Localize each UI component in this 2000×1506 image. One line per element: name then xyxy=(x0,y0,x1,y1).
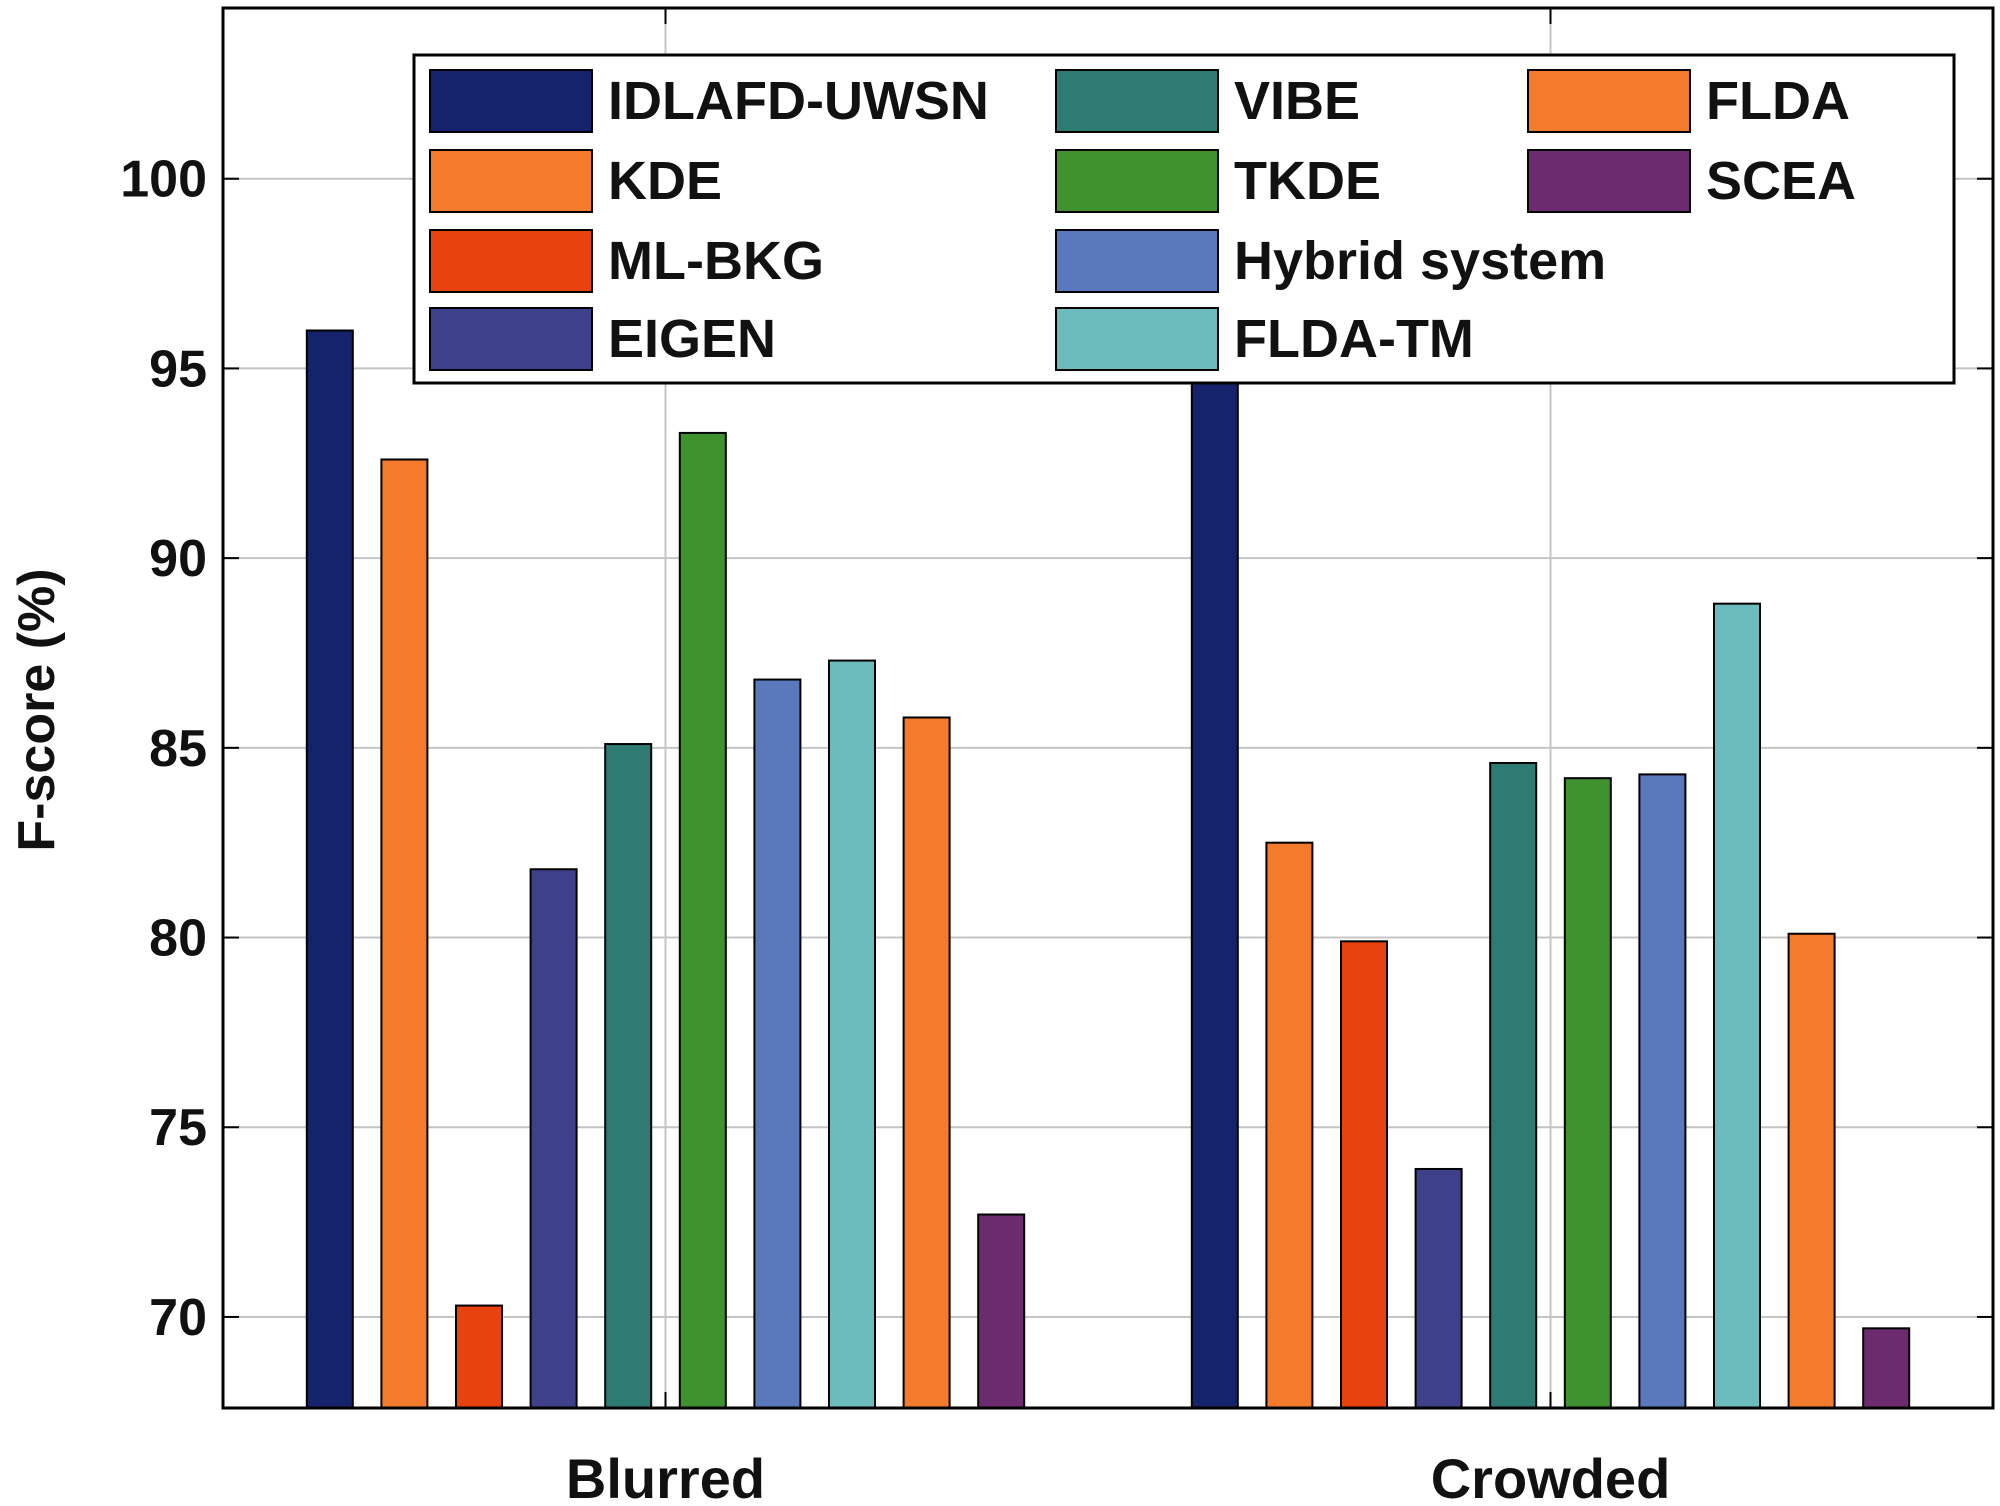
bar-flda-tm-crowded xyxy=(1713,602,1761,1409)
bar-hybrid-system-crowded xyxy=(1638,773,1687,1409)
legend-swatch-kde xyxy=(429,149,593,213)
legend-swatch-vibe xyxy=(1055,69,1219,133)
legend-label-vibe: VIBE xyxy=(1234,71,1360,131)
bar-vibe-crowded xyxy=(1489,762,1538,1409)
x-tick-labels: Blurred Crowded xyxy=(566,1447,1670,1506)
bar-eigen-crowded xyxy=(1414,1167,1463,1409)
y-axis-label: F-score (%) xyxy=(8,568,66,851)
legend-label-scea: SCEA xyxy=(1706,151,1856,211)
legend-label-idlafd-uwsn: IDLAFD-UWSN xyxy=(608,71,989,131)
y-tick-label: 80 xyxy=(149,910,207,968)
legend-label-eigen: EIGEN xyxy=(608,309,776,369)
bar-ml-bkg-crowded xyxy=(1340,940,1388,1409)
bar-tkde-blurred xyxy=(678,431,727,1409)
legend-swatch-flda xyxy=(1527,69,1691,133)
bar-eigen-blurred xyxy=(529,868,578,1409)
y-tick-label: 75 xyxy=(149,1099,207,1157)
bar-idlafd-uwsn-crowded xyxy=(1190,287,1239,1410)
legend: IDLAFD-UWSN KDE ML-BKG EIGEN VIBE TKDE Hybrid … xyxy=(412,53,1956,385)
legend-swatch-tkde xyxy=(1055,149,1219,213)
bar-idlafd-uwsn-blurred xyxy=(305,329,354,1410)
bar-kde-blurred xyxy=(380,458,429,1409)
x-tick-label: Crowded xyxy=(1431,1447,1671,1506)
bar-flda-crowded xyxy=(1787,932,1836,1409)
y-tick-label: 85 xyxy=(149,720,207,778)
bar-scea-crowded xyxy=(1862,1327,1911,1409)
legend-swatch-flda-tm xyxy=(1055,307,1219,371)
legend-label-flda-tm: FLDA-TM xyxy=(1234,309,1474,369)
legend-swatch-idlafd-uwsn xyxy=(429,69,593,133)
bar-ml-bkg-blurred xyxy=(455,1304,503,1410)
y-tick-label: 100 xyxy=(120,151,207,209)
bar-flda-tm-blurred xyxy=(828,659,876,1409)
y-tick-label: 90 xyxy=(149,530,207,588)
x-tick-label: Blurred xyxy=(566,1447,765,1506)
legend-swatch-hybrid-system xyxy=(1055,229,1219,293)
y-tick-labels: 70 75 80 85 90 95 100 xyxy=(120,151,207,1347)
legend-label-flda: FLDA xyxy=(1706,71,1850,131)
bar-vibe-blurred xyxy=(604,743,653,1409)
bar-kde-crowded xyxy=(1265,841,1314,1409)
legend-label-kde: KDE xyxy=(608,151,722,211)
legend-swatch-eigen xyxy=(429,307,593,371)
bar-tkde-crowded xyxy=(1563,777,1612,1409)
y-tick-label: 70 xyxy=(149,1289,207,1347)
bars xyxy=(305,287,1911,1410)
tick-marks xyxy=(223,8,1993,1408)
bar-scea-blurred xyxy=(977,1213,1026,1409)
legend-label-tkde: TKDE xyxy=(1234,151,1381,211)
plot-frame xyxy=(221,6,1995,1410)
legend-label-ml-bkg: ML-BKG xyxy=(608,231,824,291)
bar-flda-blurred xyxy=(902,716,951,1409)
y-tick-label: 95 xyxy=(149,340,207,398)
legend-swatch-ml-bkg xyxy=(429,229,593,293)
legend-label-hybrid-system: Hybrid system xyxy=(1234,231,1606,291)
legend-swatch-scea xyxy=(1527,149,1691,213)
bar-hybrid-system-blurred xyxy=(753,678,802,1409)
